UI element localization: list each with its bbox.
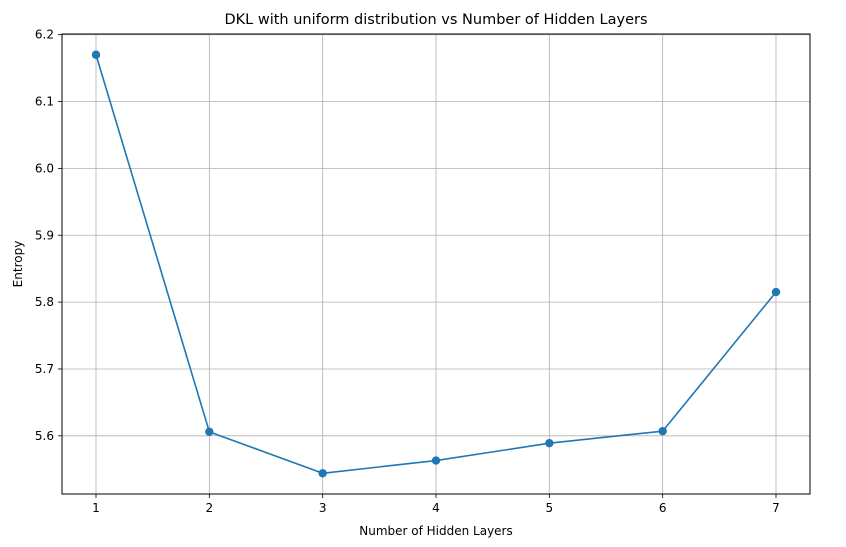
x-tick-label-0: 1 [92, 501, 100, 515]
grid [62, 34, 810, 494]
data-point-0-1 [205, 427, 214, 437]
y-tick-label-4: 6.0 [35, 161, 54, 175]
x-tick-label-2: 3 [319, 501, 327, 515]
data-point-0-0 [91, 50, 101, 59]
x-tick-label-3: 4 [432, 501, 440, 515]
x-tick-label-5: 6 [659, 501, 667, 515]
y-tick-label-3: 5.9 [35, 228, 54, 242]
y-tick-label-1: 5.7 [35, 362, 54, 376]
x-tick-label-4: 5 [546, 501, 554, 515]
y-tick-label-6: 6.2 [35, 28, 54, 42]
data-point-0-6 [771, 287, 781, 297]
data-point-0-3 [431, 456, 441, 465]
data-point-0-5 [658, 426, 667, 436]
x-tick-label-1: 2 [206, 501, 214, 515]
x-axis-label: Number of Hidden Layers [359, 524, 513, 538]
chart-title: DKL with uniform distribution vs Number … [224, 12, 647, 28]
y-tick-label-5: 6.1 [35, 95, 54, 109]
data-point-0-2 [318, 469, 327, 478]
y-tick-label-2: 5.8 [35, 295, 54, 309]
ticks: 1 2 3 4 5 6 7 5.6 5.7 5.8 5.9 6.0 6.1 6.2 [35, 28, 780, 515]
x-tick-label-6: 7 [772, 501, 780, 515]
series-layer [91, 50, 781, 478]
y-axis-label: Entropy [11, 241, 25, 288]
y-tick-label-0: 5.6 [35, 429, 54, 443]
data-point-0-4 [545, 438, 554, 448]
